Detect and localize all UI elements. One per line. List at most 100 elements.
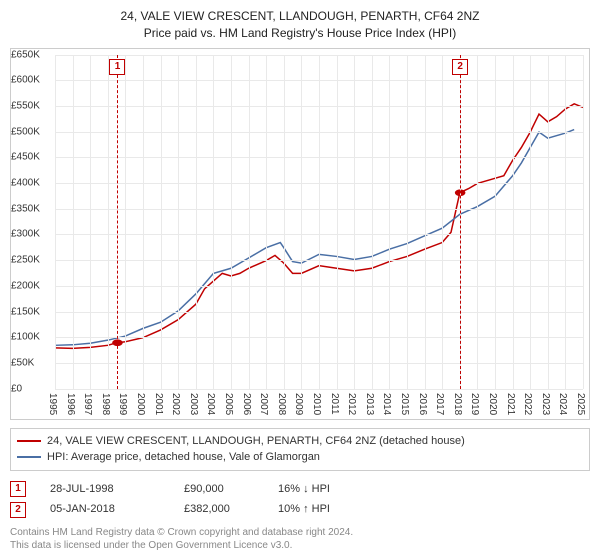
gridline-v (425, 55, 426, 389)
gridline-v (319, 55, 320, 389)
transaction-row-marker: 2 (10, 502, 26, 518)
x-axis-label: 2003 (188, 393, 199, 415)
gridline-v (143, 55, 144, 389)
x-axis-label: 2001 (153, 393, 164, 415)
x-axis-label: 2002 (170, 393, 181, 415)
x-axis-label: 2000 (135, 393, 146, 415)
gridline-v (530, 55, 531, 389)
x-axis-label: 2006 (241, 393, 252, 415)
chart-title-2: Price paid vs. HM Land Registry's House … (10, 25, 590, 42)
gridline-v (354, 55, 355, 389)
footer: Contains HM Land Registry data © Crown c… (10, 526, 590, 552)
x-axis-label: 2023 (540, 393, 551, 415)
legend-label: 24, VALE VIEW CRESCENT, LLANDOUGH, PENAR… (47, 433, 465, 450)
transaction-date: 05-JAN-2018 (50, 499, 160, 520)
x-axis-label: 2008 (276, 393, 287, 415)
gridline-v (125, 55, 126, 389)
x-axis-label: 2013 (364, 393, 375, 415)
transaction-date: 28-JUL-1998 (50, 479, 160, 500)
transaction-delta: 16% ↓ HPI (278, 479, 330, 500)
gridline-v (548, 55, 549, 389)
x-axis-label: 2014 (381, 393, 392, 415)
y-axis-label: £400K (7, 178, 55, 189)
x-axis-label: 1997 (82, 393, 93, 415)
y-axis-label: £450K (7, 152, 55, 163)
x-axis-label: 2004 (205, 393, 216, 415)
gridline-v (495, 55, 496, 389)
x-axis-label: 2024 (557, 393, 568, 415)
gridline-v (90, 55, 91, 389)
legend-swatch (17, 440, 41, 442)
x-axis-label: 2012 (346, 393, 357, 415)
transaction-price: £382,000 (184, 499, 254, 520)
x-axis-label: 2020 (487, 393, 498, 415)
y-axis-label: £650K (7, 49, 55, 60)
gridline-v (284, 55, 285, 389)
series-hpi (55, 129, 574, 345)
transaction-list: 1 28-JUL-1998 £90,000 16% ↓ HPI 2 05-JAN-2018… (10, 479, 590, 521)
x-axis-label: 2011 (329, 393, 340, 415)
footer-line-2: This data is licensed under the Open Gov… (10, 539, 590, 552)
gridline-v (161, 55, 162, 389)
transaction-row: 2 05-JAN-2018 £382,000 10% ↑ HPI (10, 499, 590, 520)
x-axis-label: 2021 (505, 393, 516, 415)
x-axis-label: 2025 (575, 393, 586, 415)
y-axis-label: £150K (7, 306, 55, 317)
x-axis-label: 2007 (258, 393, 269, 415)
plot-area: £0£50K£100K£150K£200K£250K£300K£350K£400… (55, 55, 583, 389)
gridline-v (442, 55, 443, 389)
transaction-guideline (117, 55, 118, 389)
gridline-v (55, 55, 56, 389)
gridline-v (266, 55, 267, 389)
x-axis-label: 2017 (434, 393, 445, 415)
transaction-row: 1 28-JUL-1998 £90,000 16% ↓ HPI (10, 479, 590, 500)
gridline-v (301, 55, 302, 389)
y-axis-label: £550K (7, 100, 55, 111)
x-axis-label: 2005 (223, 393, 234, 415)
chart-container: £0£50K£100K£150K£200K£250K£300K£350K£400… (10, 48, 590, 420)
x-axis-label: 2010 (311, 393, 322, 415)
transaction-marker: 1 (109, 59, 125, 75)
gridline-v (231, 55, 232, 389)
gridline-v (565, 55, 566, 389)
y-axis-label: £600K (7, 75, 55, 86)
gridline-v (249, 55, 250, 389)
transaction-price: £90,000 (184, 479, 254, 500)
x-axis-label: 1996 (65, 393, 76, 415)
y-axis-label: £350K (7, 203, 55, 214)
transaction-guideline (460, 55, 461, 389)
gridline-v (73, 55, 74, 389)
gridline-v (337, 55, 338, 389)
gridline-v (583, 55, 584, 389)
x-axis-label: 2016 (417, 393, 428, 415)
legend-label: HPI: Average price, detached house, Vale… (47, 449, 320, 466)
y-axis-label: £100K (7, 332, 55, 343)
gridline-v (178, 55, 179, 389)
gridline-v (108, 55, 109, 389)
legend-swatch (17, 456, 41, 458)
gridline-v (213, 55, 214, 389)
x-axis-label: 1995 (47, 393, 58, 415)
x-axis-label: 2009 (293, 393, 304, 415)
legend: 24, VALE VIEW CRESCENT, LLANDOUGH, PENAR… (10, 428, 590, 471)
y-axis-label: £250K (7, 255, 55, 266)
x-axis-label: 2018 (452, 393, 463, 415)
y-axis-label: £200K (7, 280, 55, 291)
gridline-v (407, 55, 408, 389)
gridline-v (196, 55, 197, 389)
gridline-v (477, 55, 478, 389)
y-axis-label: £500K (7, 126, 55, 137)
y-axis-label: £50K (7, 357, 55, 368)
transaction-row-marker: 1 (10, 481, 26, 497)
gridline-v (389, 55, 390, 389)
y-axis-label: £300K (7, 229, 55, 240)
gridline-v (513, 55, 514, 389)
gridline-h (55, 389, 583, 390)
transaction-marker: 2 (452, 59, 468, 75)
x-axis-label: 1998 (100, 393, 111, 415)
legend-item: 24, VALE VIEW CRESCENT, LLANDOUGH, PENAR… (17, 433, 583, 450)
x-axis-label: 1999 (117, 393, 128, 415)
legend-item: HPI: Average price, detached house, Vale… (17, 449, 583, 466)
x-axis-label: 2019 (469, 393, 480, 415)
transaction-delta: 10% ↑ HPI (278, 499, 330, 520)
